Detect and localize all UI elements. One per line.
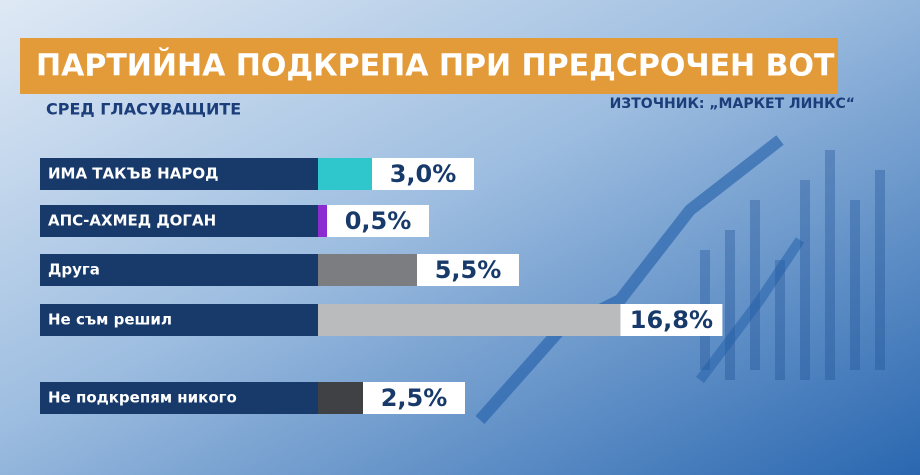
category-box — [40, 304, 318, 336]
decor-arrow — [475, 135, 784, 424]
value-label: 16,8% — [630, 306, 713, 334]
bar — [318, 254, 417, 286]
bar — [318, 382, 363, 414]
value-box — [620, 304, 723, 336]
value-label: 3,0% — [390, 160, 457, 188]
value-label: 0,5% — [345, 207, 412, 235]
source: ИЗТОЧНИК: „МАРКЕТ ЛИНКС“ — [610, 96, 855, 112]
value-box — [372, 158, 474, 190]
decor-arrow — [696, 237, 805, 383]
category-box — [40, 205, 318, 237]
bar — [318, 304, 621, 336]
category-label: Друга — [48, 261, 100, 279]
value-box — [327, 205, 429, 237]
category-label: ИМА ТАКЪВ НАРОД — [48, 165, 218, 183]
chart-title: ПАРТИЙНА ПОДКРЕПА ПРИ ПРЕДСРОЧЕН ВОТ — [36, 48, 835, 84]
bar — [318, 205, 327, 237]
value-box — [363, 382, 465, 414]
bar — [318, 158, 372, 190]
category-box — [40, 254, 318, 286]
category-label: АПС-АХМЕД ДОГАН — [48, 212, 216, 230]
category-label: Не подкрепям никого — [48, 389, 237, 407]
category-label: Не съм решил — [48, 311, 172, 329]
value-label: 2,5% — [381, 384, 448, 412]
category-box — [40, 382, 318, 414]
value-label: 5,5% — [435, 256, 502, 284]
subtitle: СРЕД ГЛАСУВАЩИТЕ — [46, 100, 241, 119]
title-bar — [20, 38, 838, 94]
category-box — [40, 158, 318, 190]
value-box — [417, 254, 519, 286]
